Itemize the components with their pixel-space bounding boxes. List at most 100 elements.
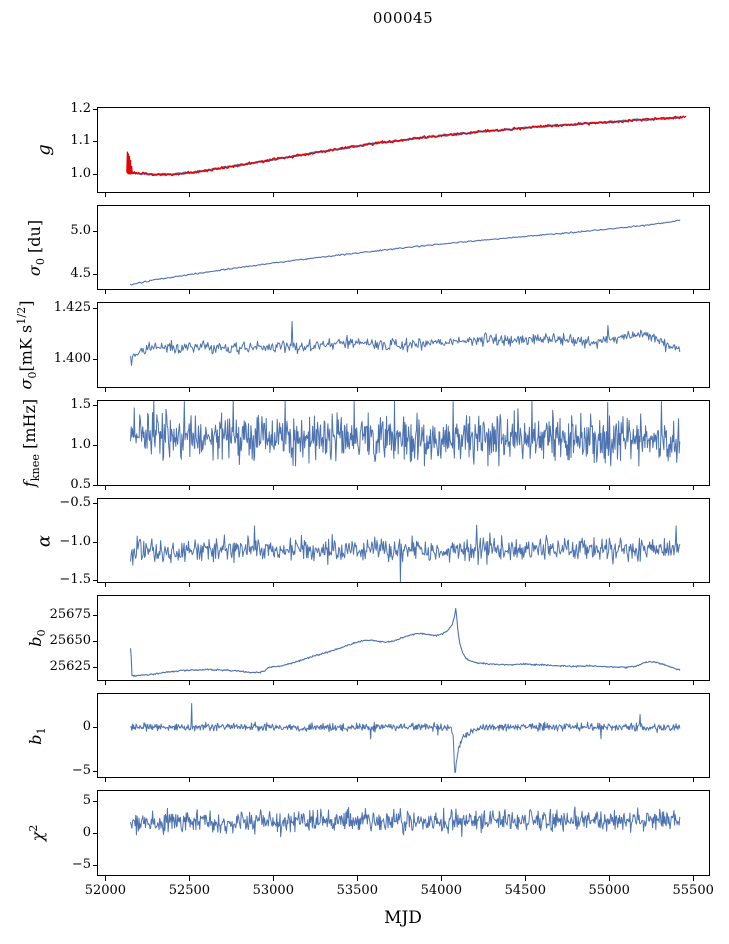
y-tick-label: 1.0: [70, 165, 91, 181]
y-tick-mark: [93, 485, 97, 487]
y-axis-label-segment: knee: [29, 453, 43, 482]
x-tick-label: 54500: [504, 883, 546, 898]
y-axis-label-chi2: χ2: [27, 825, 47, 842]
y-axis-label-segment: b: [25, 733, 45, 745]
y-axis-label-segment: [du]: [24, 219, 44, 258]
x-tick-mark: [357, 290, 359, 294]
subplot-chi2-canvas: [130, 806, 681, 838]
y-axis-label-segment: [mHz]: [19, 398, 39, 454]
series-fknee-line: [130, 401, 681, 467]
y-axis-label-segment: σ: [16, 378, 36, 390]
subplot-alpha: [97, 498, 710, 583]
x-tick-mark: [273, 193, 275, 197]
series-b1-line: [130, 703, 681, 774]
y-axis-label-segment: 0: [34, 257, 48, 265]
y-tick-label: 1.425: [53, 300, 91, 316]
y-axis-label-segment: 1/2: [15, 306, 29, 325]
y-tick-label: 0: [82, 719, 91, 735]
x-tick-mark: [441, 486, 443, 490]
x-tick-mark: [609, 778, 611, 782]
y-axis-label-segment: ]: [16, 300, 36, 307]
series-gain-smooth-blue: [129, 116, 681, 177]
y-tick-mark: [93, 801, 97, 803]
y-tick-mark: [93, 614, 97, 616]
y-tick-mark: [93, 641, 97, 643]
y-axis-label-segment: [mK s: [16, 324, 36, 372]
x-tick-mark: [609, 876, 611, 881]
x-tick-mark: [105, 290, 107, 294]
series-chi2-line: [130, 806, 681, 838]
x-tick-mark: [441, 583, 443, 587]
y-tick-label: 25650: [49, 633, 91, 649]
y-tick-mark: [93, 771, 97, 772]
y-tick-mark: [93, 108, 97, 110]
x-axis-label: MJD: [384, 908, 422, 928]
x-tick-mark: [357, 583, 359, 587]
x-tick-mark: [525, 583, 527, 587]
x-tick-mark: [105, 486, 107, 490]
y-axis-label-segment: b: [25, 636, 45, 647]
y-axis-label-segment: f: [19, 481, 39, 488]
subplot-fknee-canvas: [130, 401, 681, 467]
y-axis-label-sigma0-mks: σ0[mK s1/2]: [15, 301, 39, 390]
y-tick-mark: [93, 833, 97, 834]
x-tick-mark: [609, 486, 611, 490]
x-tick-mark: [693, 486, 695, 490]
series-sigma0-du-line: [130, 219, 681, 286]
series-gain-measured-red: [126, 115, 687, 177]
x-tick-mark: [609, 681, 611, 685]
y-tick-mark: [93, 667, 97, 669]
y-axis-label-g: g: [34, 144, 55, 156]
y-tick-label: −1.0: [59, 533, 91, 549]
y-tick-mark: [93, 580, 97, 582]
x-tick-mark: [693, 193, 695, 197]
y-axis-label-alpha: α: [34, 534, 55, 546]
subplot-b0: [97, 595, 710, 681]
x-tick-mark: [105, 681, 107, 685]
x-tick-mark: [273, 290, 275, 294]
x-tick-label: 52000: [84, 883, 127, 898]
x-tick-mark: [693, 778, 695, 782]
y-tick-mark: [93, 445, 97, 446]
subplot-alpha-canvas: [130, 524, 681, 582]
x-tick-mark: [357, 388, 359, 392]
x-tick-mark: [357, 876, 359, 881]
series-b0-line: [130, 608, 681, 678]
y-tick-mark: [93, 864, 97, 866]
x-tick-label: 54000: [420, 883, 462, 898]
y-tick-label: 25625: [49, 659, 91, 675]
x-tick-mark: [105, 778, 107, 782]
y-tick-mark: [93, 404, 97, 406]
x-tick-mark: [693, 681, 695, 685]
x-tick-label: 55000: [588, 883, 630, 898]
y-tick-label: −5: [71, 856, 91, 872]
x-tick-mark: [273, 876, 275, 881]
x-tick-mark: [525, 681, 527, 685]
x-tick-label: 55500: [672, 883, 714, 898]
x-tick-mark: [105, 583, 107, 587]
subplot-b1: [97, 693, 710, 778]
x-tick-mark: [441, 681, 443, 685]
x-tick-mark: [357, 681, 359, 685]
y-tick-label: 1.5: [70, 396, 91, 412]
y-tick-label: 1.2: [70, 100, 91, 116]
x-tick-mark: [525, 388, 527, 392]
subplot-g-canvas: [126, 115, 687, 177]
subplot-fknee: [97, 400, 710, 486]
x-tick-mark: [525, 290, 527, 294]
y-axis-label-fknee: fknee [mHz]: [20, 399, 42, 487]
y-tick-label: 0.5: [70, 477, 91, 493]
y-tick-label: −0.5: [59, 494, 91, 510]
y-axis-label-segment: g: [33, 144, 55, 156]
y-tick-mark: [93, 727, 97, 729]
y-axis-label-segment: 0: [35, 629, 49, 637]
y-tick-mark: [93, 308, 97, 310]
x-tick-mark: [105, 388, 107, 392]
x-tick-mark: [189, 583, 191, 587]
y-axis-label-b1: b1: [26, 727, 48, 744]
x-tick-mark: [441, 193, 443, 197]
y-axis-label-segment: σ: [24, 264, 44, 276]
x-tick-label: 52500: [168, 883, 211, 898]
x-tick-mark: [189, 876, 191, 881]
